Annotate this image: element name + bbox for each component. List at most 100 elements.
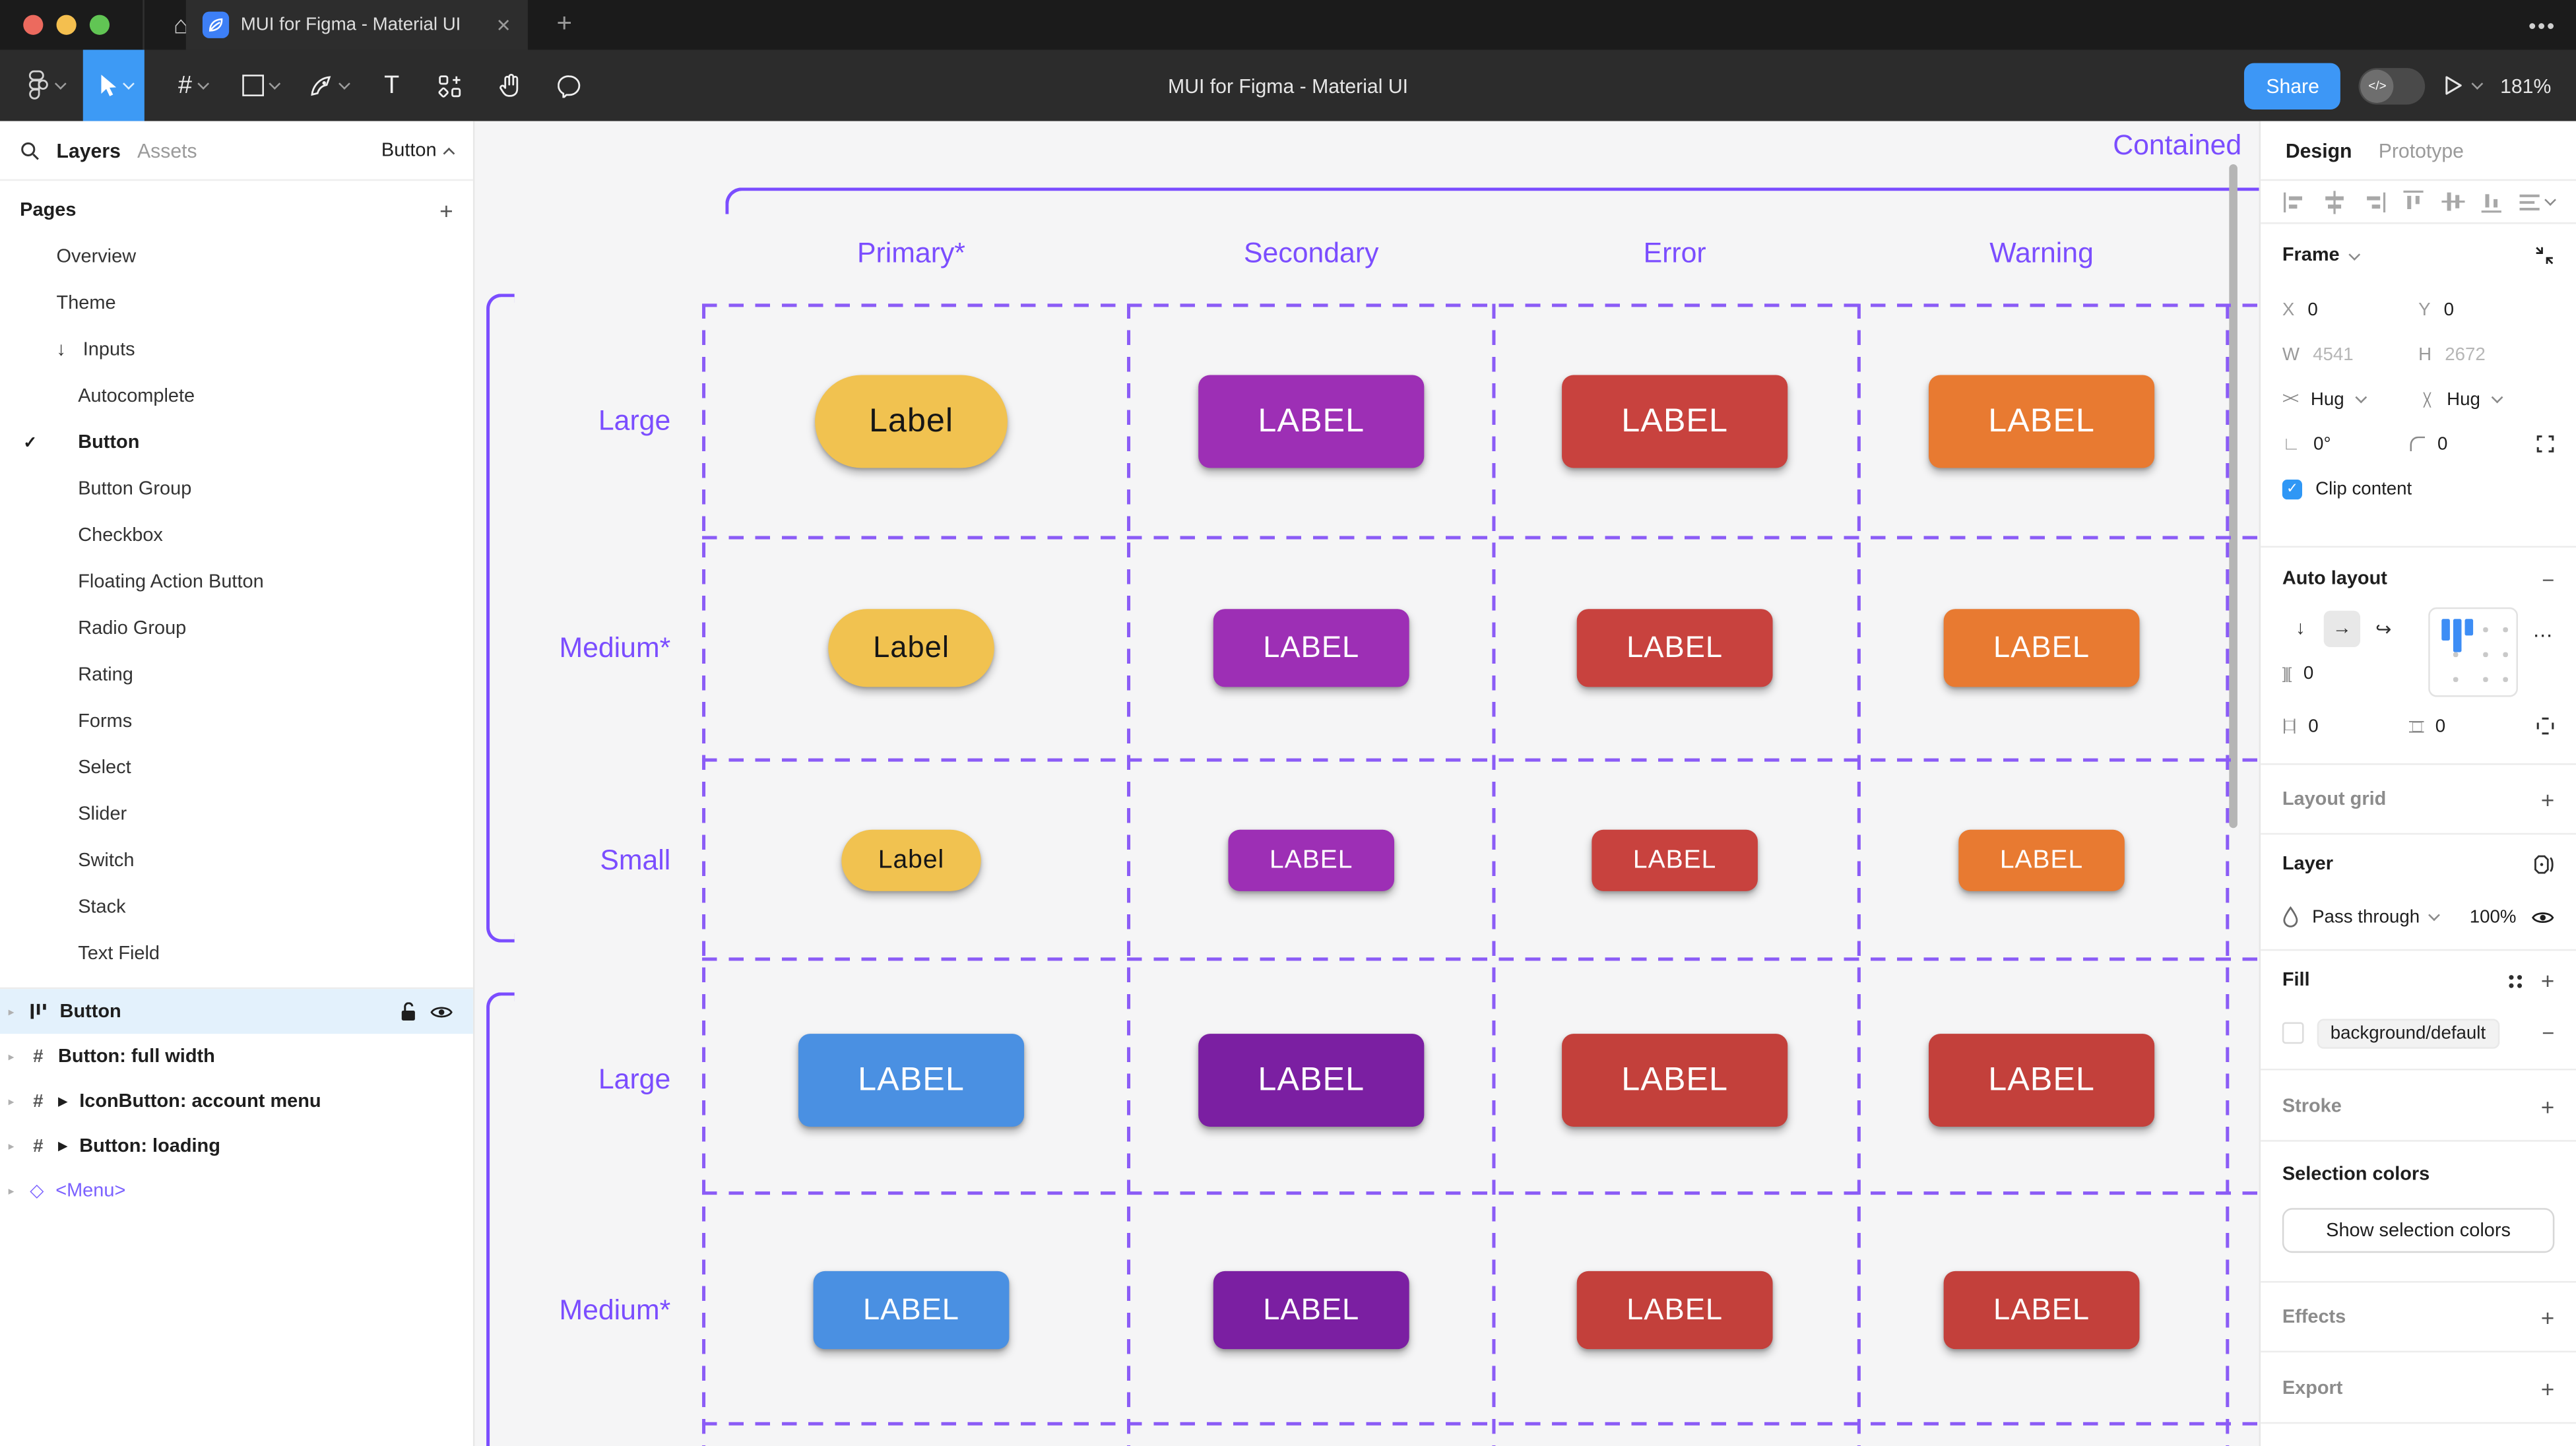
canvas-button-error-medium[interactable]: LABEL [1576,609,1773,687]
remove-auto-layout-button[interactable]: − [2542,567,2555,592]
main-menu-button[interactable] [10,49,83,121]
add-layout-grid-button[interactable]: + [2540,786,2555,813]
corner-radius-field[interactable]: 0 [2409,434,2536,454]
canvas-button-warning-small[interactable]: LABEL [1958,829,2125,891]
fill-color-swatch[interactable] [2282,1022,2304,1044]
height-field[interactable]: H 2672 [2418,344,2486,365]
tab-layers[interactable]: Layers [56,139,121,162]
canvas-button-warning-medium[interactable]: LABEL [1943,609,2140,687]
distribute-menu[interactable] [2518,192,2556,212]
home-button[interactable]: ⌂ [145,0,218,49]
page-item-checkbox[interactable]: Checkbox [78,526,163,546]
align-left-icon[interactable] [2282,190,2307,213]
expand-chevron-icon[interactable]: ▸ [8,1141,15,1153]
layer-row-iconbutton-account-menu[interactable]: ▸ # ▶ IconButton: account menu [8,1090,321,1112]
visibility-eye-icon[interactable] [430,1003,453,1020]
page-item-stack[interactable]: Stack [78,897,126,918]
actions-tool[interactable] [420,49,480,121]
chevron-down-icon[interactable] [2348,247,2360,260]
page-item-rating[interactable]: Rating [78,665,133,685]
canvas-button-primary-medium[interactable]: Label [828,609,994,687]
page-item-slider[interactable]: Slider [78,805,127,825]
vertical-sizing-dropdown[interactable]: >< Hug [2417,389,2554,409]
canvas-button-secondary-medium[interactable]: LABEL [1213,609,1409,687]
hand-tool[interactable] [480,49,540,121]
layer-row-button-loading[interactable]: ▸ # ▶ Button: loading [8,1135,220,1156]
page-item-radio-group[interactable]: Radio Group [78,619,187,639]
align-top-icon[interactable] [2402,189,2426,214]
auto-layout-more-button[interactable]: ⋯ [2532,623,2555,648]
expand-chevron-icon[interactable]: ▸ [8,1185,15,1197]
page-item-inputs[interactable]: ↓ Inputs [56,340,135,360]
rotation-field[interactable]: ∟ 0° [2282,433,2331,454]
page-item-button-group[interactable]: Button Group [78,479,192,500]
move-tool[interactable] [82,49,145,121]
minimize-window-button[interactable] [56,15,77,35]
text-tool[interactable]: T [364,49,420,121]
page-item-text-field[interactable]: Text Field [78,944,160,964]
canvas-button-warning-large[interactable]: LABEL [1928,375,2155,468]
canvas-button-error-large[interactable]: LABEL [1561,375,1788,468]
opacity-field[interactable]: 100% [2469,906,2517,927]
canvas-button-error-small[interactable]: LABEL [1592,829,1758,891]
layer-row-button[interactable]: ▸ Button [0,989,473,1034]
add-fill-button[interactable]: + [2540,967,2555,994]
direction-horizontal-button[interactable]: → [2323,610,2361,648]
comment-tool[interactable] [540,49,600,121]
align-right-icon[interactable] [2362,190,2387,213]
canvas-button-primary-large[interactable]: Label [814,375,1009,468]
page-item-theme[interactable]: Theme [56,294,116,314]
canvas-button-error-large-hover[interactable]: LABEL [1561,1034,1788,1127]
tab-design[interactable]: Design [2285,139,2352,162]
shape-tool[interactable] [228,49,294,121]
close-tab-icon[interactable]: ✕ [496,15,511,36]
tab-prototype[interactable]: Prototype [2378,139,2464,162]
horizontal-padding-field[interactable]: |□| 0 [2282,716,2319,736]
canvas-button-secondary-medium-hover[interactable]: LABEL [1213,1271,1409,1350]
width-field[interactable]: W 4541 [2282,344,2354,365]
independent-corners-icon[interactable] [2536,435,2555,453]
horizontal-sizing-dropdown[interactable]: >< Hug [2282,389,2418,409]
page-item-forms[interactable]: Forms [78,712,133,732]
fill-style-token[interactable]: background/default [2317,1018,2499,1048]
vertical-padding-field[interactable]: |□| 0 [2406,716,2446,736]
show-selection-colors-button[interactable]: Show selection colors [2282,1208,2555,1253]
blend-mode-icon[interactable] [2533,854,2555,874]
remove-fill-button[interactable]: − [2542,1021,2555,1046]
canvas-button-secondary-small[interactable]: LABEL [1228,829,1395,891]
direction-vertical-button[interactable]: ↓ [2296,619,2305,639]
visibility-eye-icon[interactable] [2531,908,2554,925]
frame-tool[interactable]: # [158,49,228,121]
window-more-menu[interactable]: ••• [2528,12,2556,38]
page-item-autocomplete[interactable]: Autocomplete [78,387,195,407]
canvas-button-primary-small[interactable]: Label [841,829,981,891]
expand-chevron-icon[interactable]: ▸ [8,1006,15,1019]
canvas-button-primary-large-hover[interactable]: LABEL [798,1034,1025,1127]
collapse-arrows-icon[interactable] [2534,245,2554,265]
present-button[interactable] [2444,75,2484,96]
tab-assets[interactable]: Assets [137,139,197,162]
expand-chevron-icon[interactable]: ▸ [8,1096,15,1108]
layer-row-menu-component[interactable]: ▸ ◇ <Menu> [8,1180,126,1202]
zoom-window-button[interactable] [89,15,110,35]
page-item-floating-action-button[interactable]: Floating Action Button [78,572,264,593]
align-bottom-icon[interactable] [2480,189,2503,214]
canvas-button-primary-medium-hover[interactable]: LABEL [813,1271,1010,1350]
pen-tool[interactable] [294,49,364,121]
align-vertical-center-icon[interactable] [2441,189,2464,214]
add-effect-button[interactable]: + [2540,1304,2555,1331]
page-item-switch[interactable]: Switch [78,851,135,871]
canvas-button-secondary-large-hover[interactable]: LABEL [1198,1034,1425,1127]
clip-content-checkbox[interactable]: ✓ [2282,478,2302,499]
page-item-select[interactable]: Select [78,758,131,778]
zoom-menu[interactable]: 181% [2500,74,2560,97]
gap-field[interactable]: ]|[ 0 [2282,664,2314,684]
styles-grid-icon[interactable] [2506,972,2525,990]
dev-mode-toggle[interactable]: </> [2359,67,2426,104]
add-page-button[interactable]: + [439,197,453,224]
layer-row-button-full-width[interactable]: ▸ # Button: full width [8,1046,215,1067]
selection-dropdown[interactable]: Button [381,141,455,160]
alignment-widget[interactable] [2428,607,2519,697]
